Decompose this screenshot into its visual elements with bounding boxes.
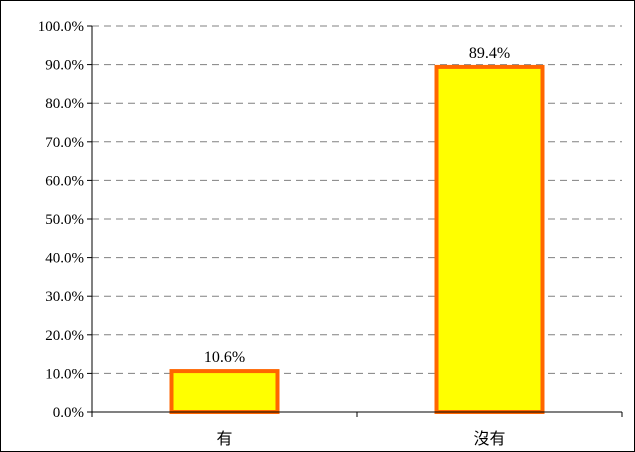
data-label: 10.6%: [204, 349, 245, 366]
y-tick-label: 60.0%: [45, 173, 84, 189]
y-tick-label: 70.0%: [45, 135, 84, 151]
y-tick-label: 10.0%: [45, 366, 84, 382]
y-tick-label: 90.0%: [45, 58, 84, 74]
x-axis-categories: 有 沒有: [216, 429, 505, 448]
y-tick-label: 100.0%: [38, 19, 84, 35]
bar: [434, 64, 545, 415]
x-tick-label: 有: [216, 429, 232, 448]
data-label: 89.4%: [469, 45, 510, 62]
bars: [169, 64, 545, 415]
bar: [169, 369, 280, 415]
x-tick-label: 沒有: [473, 429, 505, 448]
y-tick-label: 20.0%: [45, 328, 84, 344]
y-axis-ticks: 0.0% 10.0% 20.0% 30.0% 40.0% 50.0% 60.0% 70.0% 8…: [38, 19, 92, 421]
y-tick-label: 0.0%: [53, 405, 84, 421]
data-labels: 10.6% 89.4%: [204, 45, 510, 366]
y-tick-label: 40.0%: [45, 251, 84, 267]
y-tick-label: 80.0%: [45, 96, 84, 112]
axes: [91, 26, 623, 417]
y-tick-label: 30.0%: [45, 289, 84, 305]
y-tick-label: 50.0%: [45, 212, 84, 228]
